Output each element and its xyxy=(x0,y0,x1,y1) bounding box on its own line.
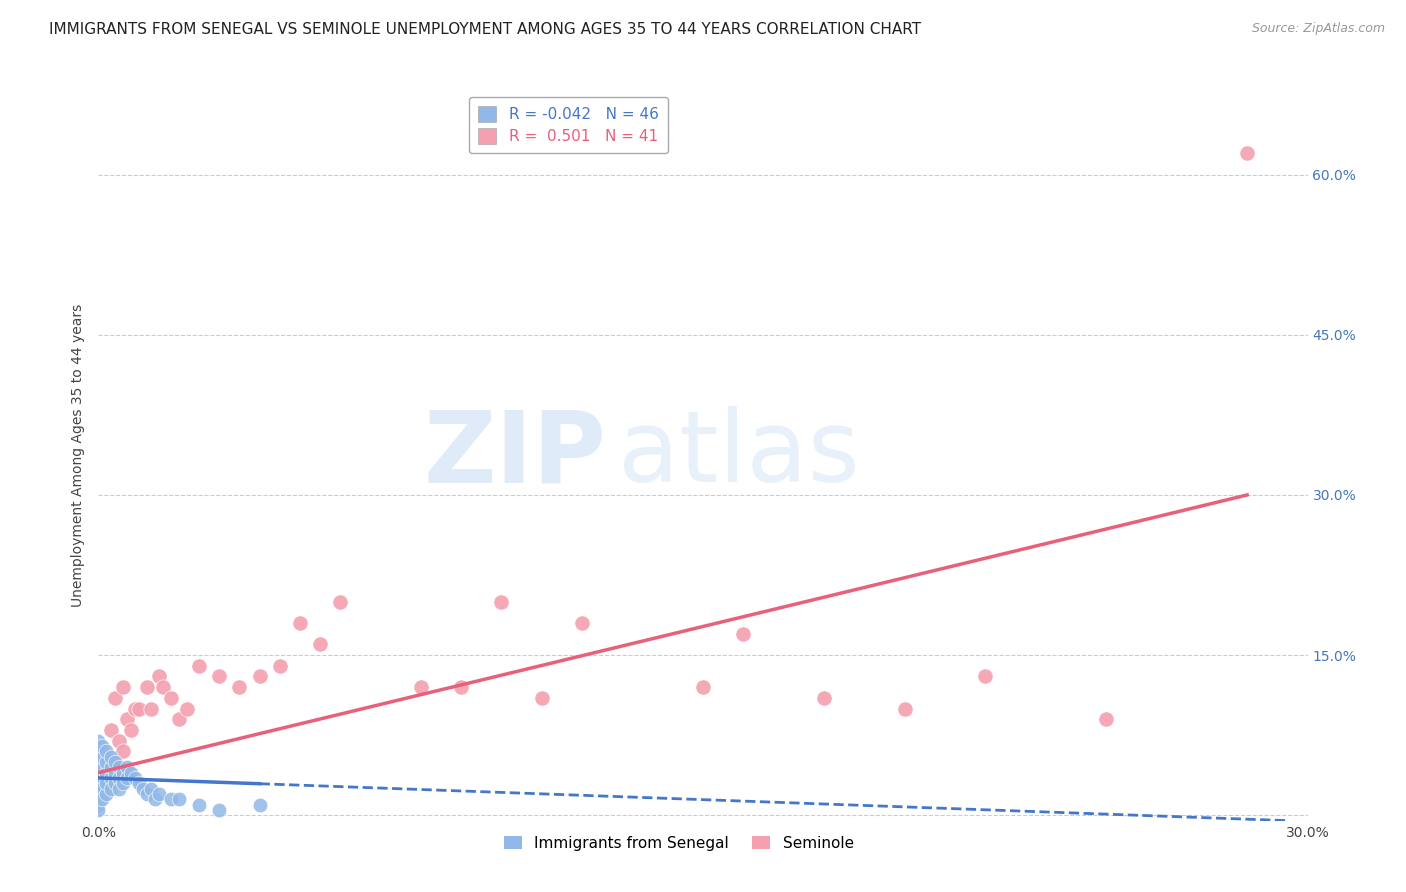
Point xyxy=(450,680,472,694)
Point xyxy=(100,771,122,785)
Point xyxy=(87,797,110,812)
Point xyxy=(96,776,118,790)
Point xyxy=(87,803,110,817)
Point xyxy=(91,739,114,753)
Point xyxy=(135,680,157,694)
Point xyxy=(143,792,166,806)
Point xyxy=(111,765,134,780)
Point xyxy=(491,595,513,609)
Point xyxy=(132,781,155,796)
Point xyxy=(249,797,271,812)
Point xyxy=(100,781,122,796)
Point xyxy=(87,771,110,785)
Point xyxy=(329,595,352,609)
Point xyxy=(288,616,311,631)
Point xyxy=(309,637,332,651)
Point xyxy=(111,680,134,694)
Point xyxy=(167,792,190,806)
Point xyxy=(135,787,157,801)
Point xyxy=(139,781,162,796)
Point xyxy=(124,701,146,715)
Point xyxy=(111,744,134,758)
Point xyxy=(103,765,125,780)
Point xyxy=(148,787,170,801)
Point xyxy=(160,690,183,705)
Point xyxy=(249,669,271,683)
Point xyxy=(96,744,118,758)
Point xyxy=(87,787,110,801)
Text: ZIP: ZIP xyxy=(423,407,606,503)
Point xyxy=(115,712,138,726)
Point xyxy=(128,701,150,715)
Point xyxy=(103,776,125,790)
Point xyxy=(692,680,714,694)
Point xyxy=(160,792,183,806)
Point xyxy=(124,771,146,785)
Point xyxy=(152,680,174,694)
Text: atlas: atlas xyxy=(619,407,860,503)
Point xyxy=(103,755,125,769)
Point xyxy=(208,803,231,817)
Point xyxy=(148,669,170,683)
Point xyxy=(733,627,755,641)
Point xyxy=(91,765,114,780)
Point xyxy=(103,690,125,705)
Point xyxy=(176,701,198,715)
Point xyxy=(91,771,114,785)
Point xyxy=(1095,712,1118,726)
Legend: Immigrants from Senegal, Seminole: Immigrants from Senegal, Seminole xyxy=(498,830,860,857)
Point xyxy=(269,658,291,673)
Point xyxy=(100,771,122,785)
Point xyxy=(115,771,138,785)
Point xyxy=(91,792,114,806)
Point xyxy=(111,776,134,790)
Point xyxy=(100,760,122,774)
Point xyxy=(96,765,118,780)
Point xyxy=(107,760,129,774)
Point xyxy=(139,701,162,715)
Point xyxy=(228,680,250,694)
Point xyxy=(208,669,231,683)
Point xyxy=(188,797,211,812)
Point xyxy=(813,690,835,705)
Point xyxy=(107,771,129,785)
Point xyxy=(100,723,122,737)
Point xyxy=(115,760,138,774)
Point xyxy=(87,733,110,747)
Point xyxy=(91,749,114,764)
Text: IMMIGRANTS FROM SENEGAL VS SEMINOLE UNEMPLOYMENT AMONG AGES 35 TO 44 YEARS CORRE: IMMIGRANTS FROM SENEGAL VS SEMINOLE UNEM… xyxy=(49,22,921,37)
Point xyxy=(120,723,142,737)
Point xyxy=(91,760,114,774)
Point xyxy=(893,701,915,715)
Point xyxy=(91,781,114,796)
Point xyxy=(87,765,110,780)
Point xyxy=(87,744,110,758)
Point xyxy=(530,690,553,705)
Point xyxy=(974,669,997,683)
Point xyxy=(571,616,593,631)
Point xyxy=(120,765,142,780)
Y-axis label: Unemployment Among Ages 35 to 44 years: Unemployment Among Ages 35 to 44 years xyxy=(72,303,86,607)
Point xyxy=(107,781,129,796)
Point xyxy=(96,787,118,801)
Point xyxy=(87,755,110,769)
Text: Source: ZipAtlas.com: Source: ZipAtlas.com xyxy=(1251,22,1385,36)
Point xyxy=(188,658,211,673)
Point xyxy=(87,776,110,790)
Point xyxy=(167,712,190,726)
Point xyxy=(409,680,432,694)
Point xyxy=(96,755,118,769)
Point xyxy=(1236,146,1258,161)
Point xyxy=(100,749,122,764)
Point xyxy=(96,755,118,769)
Point xyxy=(107,733,129,747)
Point xyxy=(128,776,150,790)
Point xyxy=(103,755,125,769)
